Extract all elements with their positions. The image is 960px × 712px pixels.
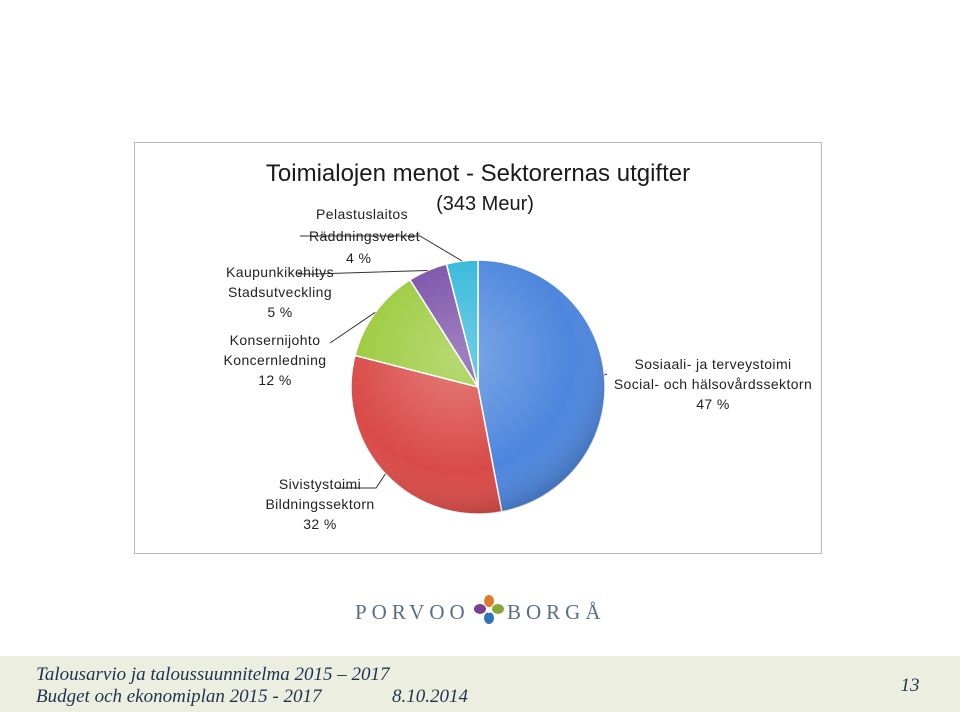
page-number: 13 bbox=[900, 675, 920, 696]
pie-shading bbox=[351, 260, 605, 514]
footer-date: 8.10.2014 bbox=[392, 686, 468, 707]
chart-title: Toimialojen menot - Sektorernas utgifter bbox=[265, 160, 691, 187]
slice-label-sv: Social- och hälsovårdssektorn bbox=[613, 376, 813, 392]
leader-line-0 bbox=[604, 373, 608, 376]
slice-label-fi: Sivistystoimi bbox=[278, 476, 362, 492]
label-slice-1: Sivistystoimi Bildningssektorn 32 % bbox=[240, 474, 400, 534]
slice-percent: 4 % bbox=[346, 250, 372, 266]
slice-percent: 47 % bbox=[696, 396, 730, 412]
logo-text-borga: BORGÅ bbox=[507, 600, 606, 624]
slice-label-fi: Sosiaali- ja terveystoimi bbox=[634, 356, 792, 372]
slice-label-fi: Konsernijohto bbox=[229, 332, 321, 348]
slice-label-sv: Stadsutveckling bbox=[227, 284, 333, 300]
slice-label-sv: Bildningssektorn bbox=[265, 496, 375, 512]
label-slice-4-sv: Räddningsverket bbox=[270, 226, 420, 246]
slice-label-sv: Räddningsverket bbox=[308, 228, 420, 244]
slice-percent: 5 % bbox=[267, 304, 293, 320]
slice-percent: 32 % bbox=[303, 516, 337, 532]
label-slice-0: Sosiaali- ja terveystoimi Social- och hä… bbox=[608, 354, 818, 414]
chart-subtitle: (343 Meur) bbox=[436, 193, 534, 215]
slice-label-fi: Pelastuslaitos bbox=[316, 206, 408, 222]
leader-line-2 bbox=[329, 311, 376, 344]
label-slice-4-fi: Pelastuslaitos bbox=[274, 204, 408, 224]
slice-percent: 12 % bbox=[258, 372, 292, 388]
leader-line-3 bbox=[298, 269, 428, 275]
logo-text-porvoo: PORVOO bbox=[355, 600, 470, 624]
footer-bar bbox=[0, 656, 960, 712]
leader-line-4 bbox=[300, 235, 463, 262]
label-slice-2: Konsernijohto Koncernledning 12 % bbox=[205, 330, 345, 390]
slice-label-fi: Kaupunkikehitys bbox=[226, 264, 334, 280]
footer-title-fi: Talousarvio ja taloussuunnitelma 2015 – … bbox=[36, 664, 390, 685]
label-slice-4-percent: 4 % bbox=[346, 248, 386, 268]
leader-line-1 bbox=[336, 473, 386, 489]
footer-title-sv: Budget och ekonomiplan 2015 - 2017 bbox=[36, 686, 322, 707]
porvoo-borga-logo: PORVOO BORGÅ bbox=[355, 592, 615, 628]
slice-label-sv: Koncernledning bbox=[223, 352, 327, 368]
label-slice-3: Kaupunkikehitys Stadsutveckling 5 % bbox=[216, 262, 344, 322]
logo-emblem-icon bbox=[474, 595, 504, 624]
